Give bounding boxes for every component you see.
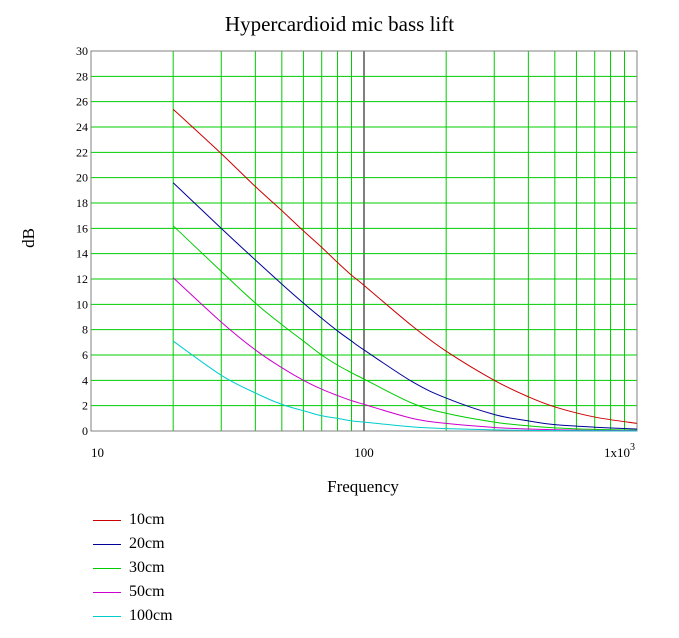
y-tick-label: 14 — [76, 247, 88, 261]
legend-swatch — [93, 616, 121, 617]
x-tick-label: 1x103 — [604, 442, 635, 460]
series-lines — [172, 108, 638, 432]
series-line-20cm — [172, 182, 638, 430]
legend-label: 10cm — [129, 511, 165, 528]
y-tick-label: 22 — [76, 145, 88, 159]
y-tick-label: 6 — [82, 348, 88, 362]
legend-label: 30cm — [129, 559, 165, 576]
y-axis-label: dB — [19, 228, 38, 248]
legend-swatch — [93, 592, 121, 593]
y-tick-label: 20 — [76, 171, 88, 185]
y-tick-label: 24 — [76, 120, 88, 134]
series-line-50cm — [172, 277, 638, 432]
y-tick-label: 2 — [82, 399, 88, 413]
legend-swatch — [93, 544, 121, 545]
legend-label: 20cm — [129, 535, 165, 552]
x-gridlines — [172, 51, 638, 431]
legend-label: 50cm — [129, 583, 165, 600]
legend-label: 100cm — [129, 607, 173, 624]
series-line-100cm — [172, 340, 638, 432]
plot-frame — [90, 50, 638, 432]
series-line-10cm — [172, 108, 638, 424]
y-tick-label: 12 — [76, 272, 88, 286]
series-line-30cm — [172, 225, 638, 431]
y-tick-label: 18 — [76, 196, 88, 210]
y-tick-label: 4 — [82, 373, 88, 387]
y-tick-label: 16 — [76, 221, 88, 235]
x-tick-label: 100 — [354, 445, 374, 460]
x-tick-labels: 10 100 1x103 — [91, 442, 635, 460]
y-tick-label: 10 — [76, 297, 88, 311]
chart-title: Hypercardioid mic bass lift — [224, 12, 455, 36]
x-axis-label: Frequency — [327, 477, 399, 496]
x-tick-label: 10 — [91, 445, 104, 460]
y-tick-label: 28 — [76, 69, 88, 83]
legend-swatch — [93, 568, 121, 569]
y-tick-label: 0 — [82, 424, 88, 438]
legend-swatch — [93, 520, 121, 521]
y-tick-label: 8 — [82, 323, 88, 337]
y-tick-label: 26 — [76, 95, 88, 109]
y-tick-label: 30 — [76, 44, 88, 58]
